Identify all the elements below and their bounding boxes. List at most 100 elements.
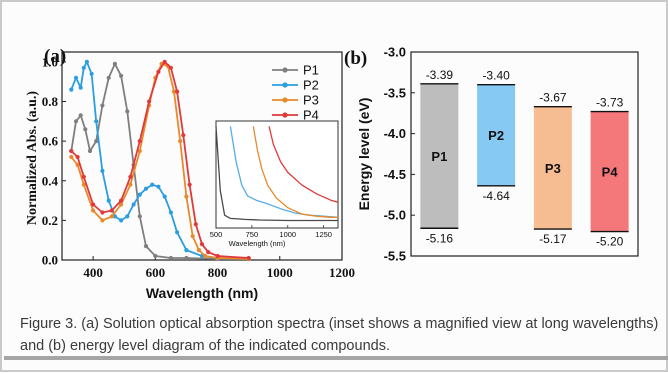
data-point-p4 [175, 89, 180, 94]
y-tick-label: 0.8 [42, 94, 59, 109]
data-point-p1 [184, 255, 189, 261]
data-point-p3 [196, 248, 201, 253]
panel-a-inset: 500 750 1000 1250 Wavelength (nm) [210, 120, 339, 248]
bar-category-label: P2 [488, 128, 504, 143]
inset-frame [215, 120, 339, 229]
data-point-p4 [75, 154, 80, 160]
inset-x-tick-label: 1000 [279, 230, 296, 239]
data-point-p2 [94, 119, 99, 124]
data-point-p4 [246, 255, 251, 261]
data-point-p1 [153, 253, 158, 259]
data-point-p2 [112, 214, 117, 219]
x-tick-label: 800 [208, 265, 228, 280]
data-point-p4 [109, 208, 114, 213]
inset-series-line-p3 [252, 126, 338, 218]
legend-label: P1 [303, 63, 319, 78]
data-point-p4 [199, 242, 205, 247]
y-tick-label: -4.5 [384, 167, 406, 182]
data-point-p3 [119, 202, 124, 207]
legend-swatch-marker [282, 82, 288, 88]
inset-x-tick-label: 500 [210, 230, 223, 239]
homo-value-label: -5.17 [539, 232, 567, 246]
inset-series [215, 126, 339, 222]
data-point-p2 [162, 194, 167, 199]
panel-b: (b) Energy level (eV) -3.0 -3.5 -4.0 -4.5 -5… [344, 45, 639, 264]
data-point-p3 [75, 162, 80, 167]
data-point-p4 [181, 133, 186, 138]
lumo-value-label: -3.73 [596, 96, 624, 110]
data-point-p2 [125, 214, 130, 219]
lumo-value-label: -3.39 [426, 68, 454, 82]
data-point-p3 [184, 194, 189, 199]
data-point-p4 [147, 99, 152, 104]
data-point-p2 [119, 218, 124, 223]
panel-a-y-ticks: 0.0 0.2 0.4 0.6 0.8 1.0 [42, 54, 66, 268]
x-tick-label: 1000 [267, 265, 293, 280]
data-point-p4 [119, 198, 124, 203]
data-point-p2 [100, 168, 105, 173]
data-point-p2 [81, 65, 86, 70]
data-point-p2 [175, 230, 180, 235]
data-point-p2 [156, 184, 161, 189]
inset-x-ticks: 500 750 1000 1250 [210, 225, 332, 239]
panel-a-series [69, 59, 251, 262]
x-tick-label: 400 [83, 265, 103, 280]
data-point-p3 [178, 139, 183, 144]
bar-category-label: P4 [602, 165, 619, 180]
panel-a-plot-frame [61, 51, 343, 261]
panel-a: (a) Normalized Abs. (a.u.) Wavelength (n… [25, 46, 355, 301]
legend-label: P2 [303, 78, 319, 93]
data-point-p3 [69, 154, 74, 160]
data-point-p4 [193, 222, 198, 227]
panel-b-plot-frame [410, 51, 639, 257]
y-tick-label: 1.0 [42, 54, 58, 69]
data-point-p3 [137, 148, 142, 154]
panel-b-label: (b) [344, 48, 367, 69]
homo-value-label: -5.20 [596, 235, 624, 249]
inset-x-tick-label: 1250 [315, 230, 332, 239]
bar-category-label: P1 [431, 149, 447, 164]
lumo-value-label: -3.67 [539, 91, 567, 105]
caption-divider [4, 356, 668, 360]
data-point-p3 [109, 214, 114, 219]
homo-value-label: -4.64 [482, 189, 510, 203]
data-point-p1 [87, 148, 93, 154]
data-point-p2 [78, 85, 83, 90]
data-point-p4 [128, 174, 133, 179]
y-tick-label: 0.4 [42, 173, 59, 188]
data-point-p1 [106, 75, 111, 80]
data-point-p2 [106, 198, 111, 203]
bar-category-label: P3 [545, 161, 561, 176]
legend-swatch-marker [282, 112, 288, 118]
data-point-p4 [137, 139, 142, 144]
data-point-p1 [168, 255, 173, 261]
panel-a-y-axis-label: Normalized Abs. (a.u.) [25, 91, 40, 226]
data-point-p2 [89, 71, 94, 76]
y-tick-label: -5.0 [384, 208, 406, 223]
data-point-p1 [112, 61, 117, 66]
energy-bar-p3 [533, 106, 572, 230]
legend-swatch-marker [282, 67, 288, 73]
data-point-p4 [100, 210, 105, 215]
data-point-p1 [73, 119, 79, 124]
data-point-p2 [69, 87, 74, 92]
inset-x-tick-label: 750 [246, 230, 259, 239]
data-point-p4 [168, 65, 173, 70]
data-point-p4 [187, 182, 192, 187]
data-point-p3 [190, 234, 195, 239]
data-point-p1 [94, 139, 99, 144]
x-tick-label: 1200 [329, 265, 355, 280]
data-point-p1 [83, 127, 88, 132]
data-point-p1 [143, 244, 149, 249]
y-tick-label: -4.0 [384, 126, 406, 141]
legend-swatch-marker [282, 97, 288, 103]
inset-series-line-p4 [268, 126, 339, 203]
inset-x-axis-label: Wavelength (nm) [229, 239, 286, 248]
data-point-p4 [215, 253, 220, 259]
data-point-p1 [125, 109, 130, 114]
data-point-p1 [119, 73, 124, 78]
y-tick-label: -3.5 [384, 85, 406, 100]
data-point-p4 [156, 69, 161, 74]
